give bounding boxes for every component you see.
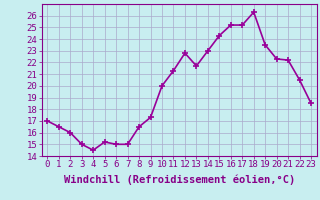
X-axis label: Windchill (Refroidissement éolien,°C): Windchill (Refroidissement éolien,°C) <box>64 175 295 185</box>
